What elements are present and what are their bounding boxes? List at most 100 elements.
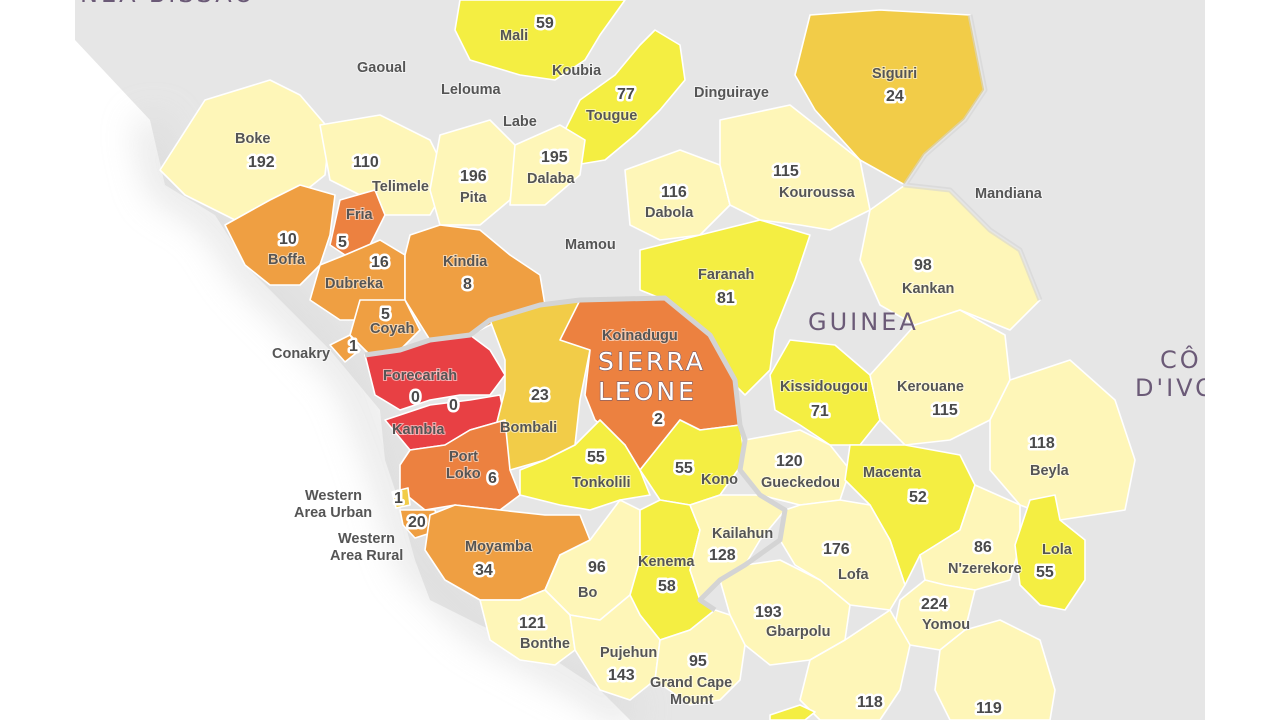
- value-tonkolili: 55: [587, 449, 605, 466]
- label-koubia: Koubia: [552, 63, 602, 79]
- value-koinadugu: 2: [654, 411, 663, 428]
- label-western-urban-1: Western: [305, 488, 362, 504]
- label-kindia: Kindia: [443, 254, 488, 270]
- value-dabola: 116: [661, 184, 687, 201]
- label-grand-cape-mount-1: Grand Cape: [650, 675, 732, 691]
- label-kissidougou: Kissidougou: [780, 379, 868, 395]
- label-kankan: Kankan: [902, 281, 954, 297]
- value-faranah: 81: [717, 290, 735, 307]
- value-telimele: 110: [353, 154, 379, 171]
- region-kissidougou[interactable]: [769, 339, 881, 446]
- value-pujehun: 143: [608, 667, 635, 684]
- label-dalaba: Dalaba: [527, 171, 575, 187]
- region-lofa[interactable]: [779, 499, 906, 611]
- value-kankan: 98: [914, 257, 932, 274]
- country-label-guinea-bissau: NEA-BISSAU: [80, 0, 255, 8]
- label-lola: Lola: [1042, 542, 1073, 558]
- value-kindia: 8: [463, 276, 472, 293]
- region-tougue[interactable]: [559, 29, 686, 166]
- label-mali: Mali: [500, 28, 528, 44]
- region-nimba[interactable]: [934, 619, 1056, 720]
- label-pita: Pita: [460, 190, 488, 206]
- value-kono: 55: [675, 460, 693, 477]
- value-lofa: 176: [823, 541, 850, 558]
- region-mali[interactable]: [454, 0, 626, 81]
- country-label-cote-divoire-1: CÔ: [1160, 344, 1202, 374]
- label-mamou: Mamou: [565, 237, 616, 253]
- label-labe: Labe: [503, 114, 537, 130]
- value-nimba: 119: [976, 700, 1002, 717]
- value-bong: 118: [857, 694, 883, 711]
- value-yomou: 224: [921, 596, 948, 613]
- label-pujehun: Pujehun: [600, 645, 657, 661]
- region-boffa[interactable]: [224, 184, 336, 286]
- value-lola: 55: [1036, 564, 1054, 581]
- label-bombali: Bombali: [500, 420, 557, 436]
- value-western-urban: 1: [394, 490, 403, 507]
- border-guinea-mali: [902, 14, 1043, 301]
- label-western-rural-1: Western: [338, 531, 395, 547]
- value-moyamba: 34: [475, 562, 493, 579]
- value-bonthe: 121: [519, 615, 546, 632]
- label-boffa: Boffa: [268, 252, 306, 268]
- value-kerouane: 115: [932, 402, 958, 419]
- value-grand-cape-mount: 95: [689, 653, 707, 670]
- label-boke: Boke: [235, 131, 270, 147]
- value-western-rural: 20: [408, 514, 426, 531]
- label-dabola: Dabola: [645, 205, 694, 221]
- region-conakry[interactable]: [329, 334, 361, 363]
- value-bo: 96: [588, 559, 606, 576]
- value-conakry: 1: [349, 338, 358, 355]
- country-label-cote-divoire-2: D'IVO: [1135, 374, 1217, 402]
- label-grand-cape-mount-2: Mount: [670, 692, 714, 708]
- region-port-loko[interactable]: [399, 419, 521, 511]
- label-kambia: Kambia: [392, 422, 445, 438]
- value-port-loko: 6: [488, 470, 497, 487]
- value-gbarpolu: 193: [755, 604, 782, 621]
- value-gueckedou: 120: [776, 453, 803, 470]
- label-forecariah: Forecariah: [383, 368, 457, 384]
- country-label-sierra-leone-1: SIERRA: [598, 347, 706, 376]
- label-macenta: Macenta: [863, 465, 922, 481]
- region-western-area-urban[interactable]: [391, 487, 411, 509]
- label-conakry: Conakry: [272, 346, 330, 362]
- region-beyla[interactable]: [989, 359, 1136, 521]
- label-lofa: Lofa: [838, 567, 870, 583]
- value-pita: 196: [460, 168, 487, 185]
- region-dabola[interactable]: [624, 149, 731, 241]
- label-beyla: Beyla: [1030, 463, 1070, 479]
- label-kouroussa: Kouroussa: [779, 185, 856, 201]
- border-sierra-leone-guinea: [364, 295, 788, 613]
- region-tonkolili[interactable]: [519, 419, 651, 511]
- label-gbarpolu: Gbarpolu: [766, 624, 830, 640]
- region-grand-cape-mount[interactable]: [654, 609, 746, 706]
- region-lola[interactable]: [1014, 494, 1086, 611]
- value-beyla: 118: [1029, 435, 1055, 452]
- region-pita[interactable]: [429, 119, 521, 226]
- region-bong[interactable]: [799, 609, 911, 720]
- label-kailahun: Kailahun: [712, 526, 773, 542]
- value-dalaba: 195: [541, 149, 568, 166]
- value-kailahun: 128: [709, 547, 736, 564]
- label-dubreka: Dubreka: [325, 276, 384, 292]
- value-macenta: 52: [909, 489, 927, 506]
- label-telimele: Telimele: [372, 179, 429, 195]
- label-western-urban-2: Area Urban: [294, 505, 372, 521]
- region-kouroussa[interactable]: [719, 104, 871, 231]
- value-boffa: 10: [279, 231, 297, 248]
- country-label-sierra-leone-2: LEONE: [598, 377, 697, 406]
- value-siguiri: 24: [886, 88, 904, 105]
- region-telimele[interactable]: [319, 114, 451, 216]
- label-tougue: Tougue: [586, 108, 637, 124]
- region-bottom-strip[interactable]: [769, 704, 816, 720]
- label-mandiana: Mandiana: [975, 186, 1043, 202]
- label-tonkolili: Tonkolili: [572, 475, 631, 491]
- value-fria: 5: [338, 234, 347, 251]
- label-port-loko-2: Loko: [446, 466, 481, 482]
- label-kerouane: Kerouane: [897, 379, 964, 395]
- value-boke: 192: [248, 154, 275, 171]
- value-mali: 59: [536, 15, 554, 32]
- label-kenema: Kenema: [638, 554, 695, 570]
- region-dalaba[interactable]: [509, 124, 586, 206]
